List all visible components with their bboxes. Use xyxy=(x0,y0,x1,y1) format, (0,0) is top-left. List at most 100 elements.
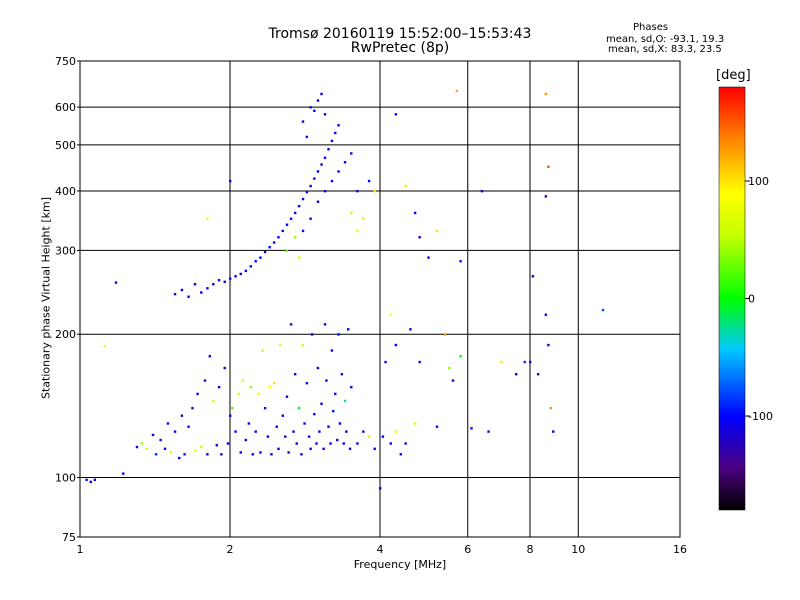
data-point xyxy=(193,449,197,452)
data-point xyxy=(418,236,421,239)
data-point xyxy=(413,422,417,425)
chart-subtitle: RwPretec (8p) xyxy=(350,40,450,56)
data-point xyxy=(270,453,273,456)
data-point xyxy=(316,366,320,370)
data-point xyxy=(295,442,298,445)
data-point xyxy=(394,113,398,116)
data-point xyxy=(293,236,297,239)
data-point xyxy=(193,283,197,286)
data-point xyxy=(500,360,503,364)
data-point xyxy=(310,333,314,336)
data-point xyxy=(336,438,339,442)
data-point xyxy=(334,131,337,135)
data-point xyxy=(234,430,237,433)
x-tick-label: 8 xyxy=(527,543,534,556)
data-point xyxy=(208,355,211,358)
data-point xyxy=(350,211,353,215)
data-point xyxy=(277,236,280,239)
data-point xyxy=(316,99,320,102)
data-point xyxy=(249,385,253,389)
data-point xyxy=(373,189,376,193)
data-point xyxy=(268,385,271,389)
data-point xyxy=(531,275,535,278)
data-point xyxy=(140,442,144,445)
data-point xyxy=(300,453,303,456)
data-point xyxy=(180,414,184,417)
data-point xyxy=(279,343,282,347)
data-point xyxy=(309,184,312,188)
data-point xyxy=(277,447,280,451)
colorbar xyxy=(718,86,746,511)
data-point xyxy=(301,197,305,201)
data-point xyxy=(89,480,92,484)
data-point xyxy=(237,392,240,396)
data-point xyxy=(284,435,287,438)
data-point xyxy=(281,414,284,417)
data-point xyxy=(356,189,359,193)
data-point xyxy=(254,260,257,263)
data-point xyxy=(334,392,337,396)
data-point xyxy=(247,422,251,425)
data-point xyxy=(293,373,297,376)
data-point xyxy=(350,385,353,389)
data-point xyxy=(322,447,325,451)
data-point xyxy=(389,442,392,445)
data-point xyxy=(301,343,305,347)
data-point xyxy=(244,269,248,273)
data-point xyxy=(93,478,97,482)
data-point xyxy=(459,355,462,358)
data-point xyxy=(244,438,248,442)
x-tick-label: 16 xyxy=(673,543,687,556)
data-point xyxy=(362,430,365,433)
data-point xyxy=(285,395,289,398)
data-point xyxy=(480,189,484,193)
data-point xyxy=(206,453,209,456)
data-point xyxy=(85,478,88,482)
phases-title: Phases xyxy=(633,22,669,33)
data-point xyxy=(418,360,421,364)
data-point xyxy=(281,229,284,233)
colorbar-tick-label: 0 xyxy=(748,293,755,306)
data-point xyxy=(323,156,327,160)
data-point xyxy=(529,360,532,364)
data-point xyxy=(231,406,234,410)
data-point xyxy=(549,406,553,410)
data-point xyxy=(394,430,398,433)
data-point xyxy=(342,442,345,445)
data-point xyxy=(404,184,407,188)
data-point xyxy=(345,430,348,433)
x-tick-label: 6 xyxy=(464,543,471,556)
data-point xyxy=(272,241,276,244)
data-point xyxy=(470,427,473,430)
data-point xyxy=(451,379,455,382)
data-point xyxy=(275,425,278,428)
x-tick-label: 2 xyxy=(227,543,234,556)
x-tick-label: 10 xyxy=(571,543,585,556)
x-tick-label: 1 xyxy=(77,543,84,556)
colorbar-tick-label: 100 xyxy=(748,175,769,188)
data-point xyxy=(309,106,312,109)
data-point xyxy=(215,444,219,447)
data-point xyxy=(239,451,242,454)
data-point xyxy=(223,366,226,370)
data-point xyxy=(135,445,139,449)
y-tick-label: 400 xyxy=(55,185,76,198)
data-point xyxy=(103,344,106,348)
data-point xyxy=(301,229,305,233)
data-point xyxy=(114,281,118,284)
data-point xyxy=(303,422,306,425)
x-axis-label: Frequency [MHz] xyxy=(353,558,447,571)
data-point xyxy=(217,279,221,282)
data-point xyxy=(187,295,190,298)
data-point xyxy=(544,313,548,316)
data-points xyxy=(85,89,605,490)
data-point xyxy=(259,256,262,259)
data-point xyxy=(309,217,312,220)
data-point xyxy=(307,435,311,438)
data-point xyxy=(159,438,162,442)
data-point xyxy=(323,189,327,193)
data-point xyxy=(285,249,289,252)
data-point xyxy=(399,453,403,456)
data-point xyxy=(234,275,237,278)
